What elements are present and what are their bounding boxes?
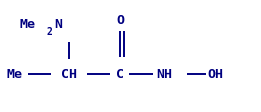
Text: 2: 2: [46, 26, 52, 36]
Text: CH: CH: [61, 67, 77, 80]
Text: Me: Me: [6, 67, 22, 80]
Text: O: O: [116, 14, 124, 27]
Text: N: N: [55, 18, 63, 31]
Text: C: C: [116, 67, 124, 80]
Text: NH: NH: [156, 67, 173, 80]
Text: OH: OH: [207, 67, 223, 80]
Text: Me: Me: [19, 18, 35, 31]
